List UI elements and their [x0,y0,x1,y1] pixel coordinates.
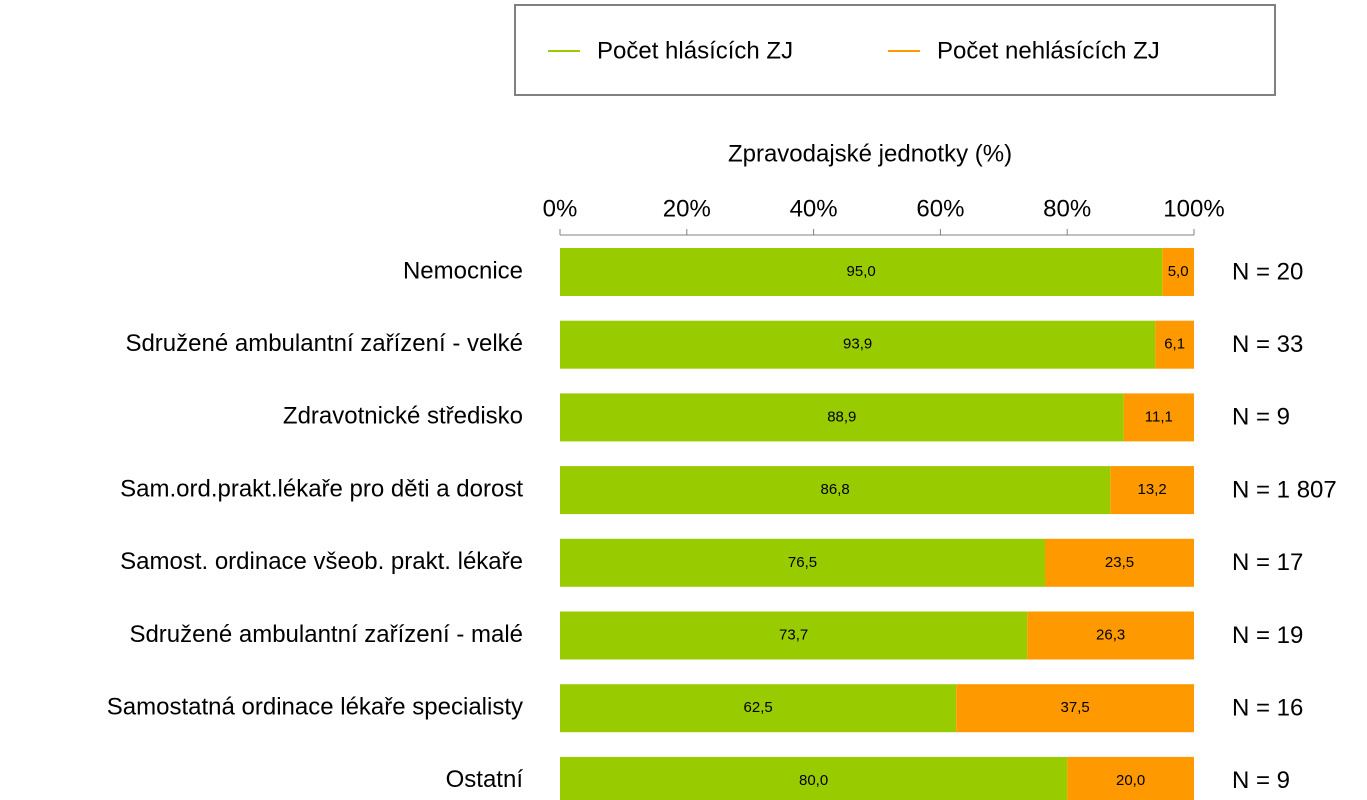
annotation: N = 33 [1232,331,1303,358]
bar-segment [560,248,1163,296]
value-label: 5,0 [1168,263,1189,280]
axis-label: Zpravodajské jednotky (%) [728,140,1012,167]
value-label: 6,1 [1164,336,1185,353]
value-label: 73,7 [779,626,808,643]
bar-segment [560,611,1028,660]
bar-segment [1162,248,1194,296]
annotation: N = 9 [1232,404,1290,431]
annotation: N = 20 [1232,258,1303,285]
annotation: N = 16 [1232,695,1303,722]
x-tick-label: 100% [1163,195,1224,222]
x-tick-label: 0% [543,195,578,222]
bar-segment [1155,320,1194,369]
legend-label: Počet nehlásících ZJ [937,37,1160,64]
annotation: N = 9 [1232,767,1290,794]
category-label: Zdravotnické středisko [283,403,523,430]
bar-segment [560,756,1068,800]
value-label: 13,2 [1138,481,1167,498]
value-label: 37,5 [1061,699,1090,716]
annotation: N = 17 [1232,549,1303,576]
value-label: 95,0 [847,263,876,280]
x-tick-label: 20% [663,195,711,222]
value-label: 93,9 [843,336,872,353]
category-label: Sdružené ambulantní zařízení - velké [125,330,523,357]
value-label: 76,5 [788,554,817,571]
x-tick-label: 60% [916,195,964,222]
category-label: Nemocnice [403,257,523,284]
bar-segment [560,684,957,733]
category-label: Samost. ordinace všeob. prakt. lékaře [120,548,523,575]
value-label: 20,0 [1116,772,1145,789]
category-label: Sdružené ambulantní zařízení - malé [129,621,523,648]
x-tick-label: 80% [1043,195,1091,222]
bar-segment [560,393,1124,442]
bar-segment [956,684,1194,733]
legend-label: Počet hlásících ZJ [597,37,793,64]
bar-segment [1067,756,1194,800]
bar-segment [1110,466,1194,515]
bar-segment [1123,393,1194,442]
annotation: N = 1 807 [1232,476,1337,503]
category-label: Ostatní [446,766,524,793]
annotation: N = 19 [1232,622,1303,649]
bar-segment [1045,538,1194,587]
bar-segment [1027,611,1194,660]
value-label: 86,8 [821,481,850,498]
category-label: Samostatná ordinace lékaře specialisty [107,694,523,721]
value-label: 88,9 [827,408,856,425]
category-label: Sam.ord.prakt.lékaře pro děti a dorost [120,475,523,502]
bar-segment [560,466,1111,515]
bar-segment [560,538,1046,587]
value-label: 80,0 [799,772,828,789]
bar-segment [560,320,1156,369]
value-label: 11,1 [1145,408,1173,425]
value-label: 26,3 [1096,626,1125,643]
value-label: 23,5 [1105,554,1134,571]
x-tick-label: 40% [790,195,838,222]
value-label: 62,5 [744,699,773,716]
